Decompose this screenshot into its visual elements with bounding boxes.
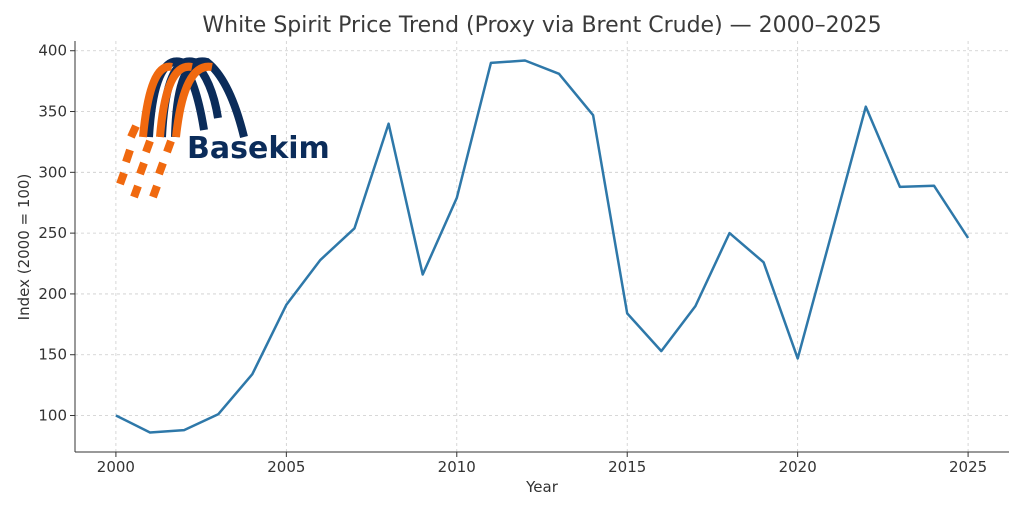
x-tick-label: 2020 bbox=[779, 458, 817, 476]
x-axis-title: Year bbox=[525, 478, 559, 496]
y-tick-label: 150 bbox=[38, 346, 67, 364]
series-line bbox=[115, 59, 970, 434]
x-tick-label: 2025 bbox=[949, 458, 987, 476]
y-axis-title: Index (2000 = 100) bbox=[15, 174, 33, 321]
y-tick-label: 400 bbox=[38, 42, 67, 60]
grid bbox=[75, 41, 1009, 452]
chart-title: White Spirit Price Trend (Proxy via Bren… bbox=[202, 13, 881, 38]
y-tick-label: 300 bbox=[38, 163, 67, 181]
tick-labels: 2000 2005 2010 2015 2020 2025 100 150 200 250 300 3… bbox=[38, 42, 987, 476]
y-tick-label: 100 bbox=[38, 407, 67, 425]
axes bbox=[70, 41, 1009, 457]
logo-arches-icon bbox=[116, 57, 248, 199]
basekim-logo: Basekim bbox=[116, 57, 330, 199]
series-layer bbox=[115, 59, 970, 434]
y-tick-label: 200 bbox=[38, 285, 67, 303]
y-tick-label: 250 bbox=[38, 224, 67, 242]
logo-text: Basekim bbox=[187, 131, 330, 166]
y-tick-label: 350 bbox=[38, 103, 67, 121]
x-tick-label: 2005 bbox=[267, 458, 305, 476]
x-tick-label: 2015 bbox=[608, 458, 646, 476]
x-tick-label: 2010 bbox=[438, 458, 476, 476]
x-tick-label: 2000 bbox=[97, 458, 135, 476]
